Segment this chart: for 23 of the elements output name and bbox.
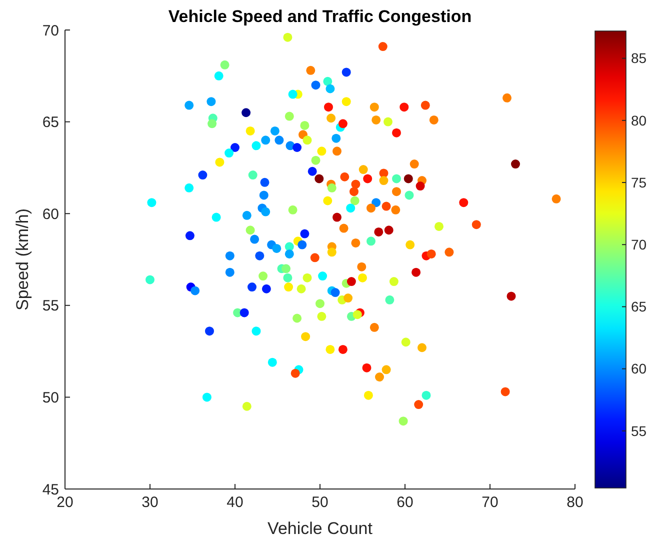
y-tick-label: 65 bbox=[42, 114, 59, 132]
y-tick-label: 70 bbox=[42, 22, 59, 40]
chart-title: Vehicle Speed and Traffic Congestion bbox=[168, 7, 472, 26]
color-bar-label: 65 bbox=[631, 298, 647, 315]
x-axis-title: Vehicle Count bbox=[268, 519, 373, 538]
x-tick-label: 80 bbox=[566, 494, 584, 511]
color-bar-label: 60 bbox=[631, 360, 647, 377]
color-bar-label: 80 bbox=[631, 112, 647, 128]
color-bar-label: 85 bbox=[631, 50, 647, 66]
y-tick-label: 60 bbox=[42, 206, 59, 223]
x-tick-label: 20 bbox=[56, 494, 74, 511]
x-tick-label: 30 bbox=[142, 494, 158, 511]
y-tick-label: 50 bbox=[42, 389, 59, 406]
color-bar-label: 75 bbox=[631, 174, 647, 190]
x-tick-label: 60 bbox=[396, 494, 414, 511]
x-tick-label: 50 bbox=[312, 494, 328, 511]
x-tick-label: 40 bbox=[226, 494, 244, 511]
y-tick-label: 55 bbox=[42, 298, 59, 315]
color-bar-label: 55 bbox=[631, 422, 647, 439]
y-axis-title: Speed (km/h) bbox=[13, 208, 32, 311]
x-tick-label: 70 bbox=[482, 494, 498, 511]
color-bar-label: 70 bbox=[631, 236, 647, 252]
y-tick-label: 45 bbox=[42, 481, 59, 498]
